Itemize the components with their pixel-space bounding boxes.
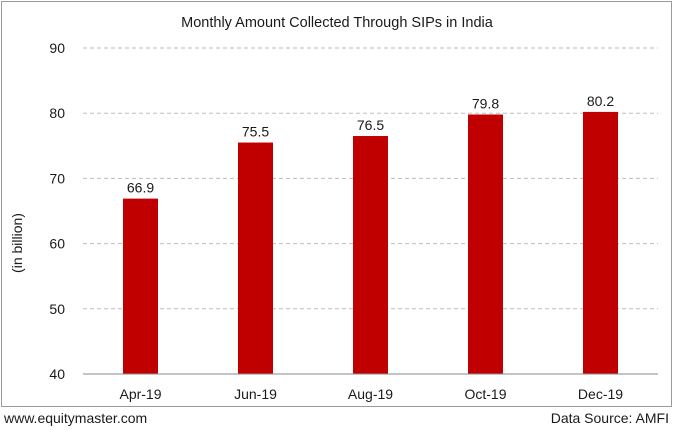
bar-oct-19 xyxy=(468,114,503,374)
y-axis-ticks: 40 50 60 70 80 90 xyxy=(49,40,65,382)
y-tick-label: 40 xyxy=(49,366,65,382)
y-tick-label: 80 xyxy=(49,105,65,121)
bars xyxy=(123,111,618,374)
y-tick-label: 50 xyxy=(49,301,65,317)
value-label: 76.5 xyxy=(357,117,384,133)
data-source: Data Source: AMFI xyxy=(550,410,669,426)
x-tick-label: Dec-19 xyxy=(578,386,623,402)
chart-frame xyxy=(1,1,672,407)
bar-chart: Monthly Amount Collected Through SIPs in… xyxy=(9,15,658,402)
value-label: 80.2 xyxy=(587,93,614,109)
bar-aug-19 xyxy=(353,136,388,374)
value-label: 66.9 xyxy=(127,180,154,196)
x-tick-label: Aug-19 xyxy=(348,386,393,402)
y-tick-label: 60 xyxy=(49,236,65,252)
value-label: 79.8 xyxy=(472,96,499,112)
y-tick-label: 70 xyxy=(49,170,65,186)
x-tick-label: Jun-19 xyxy=(234,386,277,402)
bar-dec-19 xyxy=(583,111,618,374)
y-axis-label: (in billion) xyxy=(9,213,25,273)
chart-title: Monthly Amount Collected Through SIPs in… xyxy=(181,15,494,31)
value-label: 75.5 xyxy=(242,124,269,140)
value-labels: 66.9 75.5 76.5 79.8 80.2 xyxy=(127,93,614,196)
source-site: www.equitymaster.com xyxy=(4,410,148,426)
y-tick-label: 90 xyxy=(49,40,65,56)
x-tick-label: Oct-19 xyxy=(464,386,506,402)
bar-jun-19 xyxy=(238,142,273,374)
bar-apr-19 xyxy=(123,198,158,374)
x-tick-label: Apr-19 xyxy=(119,386,161,402)
x-axis-ticks: Apr-19 Jun-19 Aug-19 Oct-19 Dec-19 xyxy=(119,386,623,402)
